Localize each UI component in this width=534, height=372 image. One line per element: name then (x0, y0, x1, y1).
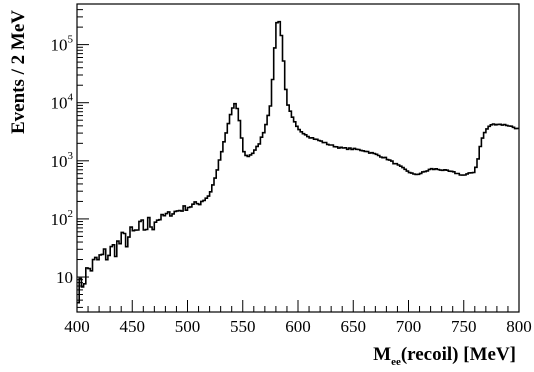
y-axis: 10 102 103 104 105 (51, 3, 89, 308)
y-tick-label: 10 (56, 268, 73, 287)
y-axis-label: Events / 2 MeV (8, 10, 29, 134)
x-tick-label: 600 (285, 317, 311, 336)
plot-frame (76, 3, 520, 313)
y-tick-label: 105 (51, 34, 74, 55)
x-tick-label: 750 (451, 317, 477, 336)
x-axis: 400 450 500 550 600 650 700 750 800 (64, 300, 532, 336)
y-tick-label: 102 (51, 208, 74, 229)
x-tick-label: 500 (175, 317, 201, 336)
x-tick-label: 700 (396, 317, 422, 336)
histogram-line (77, 20, 519, 304)
x-tick-label: 550 (230, 317, 256, 336)
y-tick-label: 103 (51, 150, 74, 171)
histogram-series (77, 20, 519, 304)
x-tick-label: 800 (506, 317, 532, 336)
x-tick-label: 650 (341, 317, 367, 336)
x-axis-label: Mee(recoil) [MeV] (373, 344, 516, 368)
y-tick-label: 104 (51, 92, 74, 113)
x-tick-label: 400 (64, 317, 90, 336)
x-tick-label: 450 (120, 317, 146, 336)
